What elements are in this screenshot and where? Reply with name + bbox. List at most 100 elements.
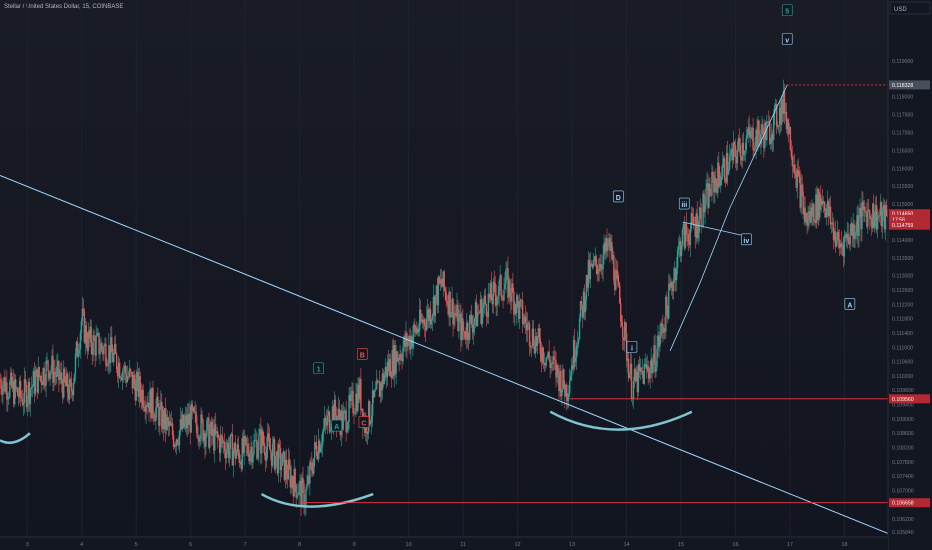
candle-body [652, 362, 654, 373]
candle-body [798, 170, 800, 178]
candle-body [131, 371, 134, 389]
candle-body [68, 379, 71, 400]
wave-path [669, 84, 788, 352]
candle-body [83, 310, 86, 343]
candle-body [525, 323, 528, 331]
candle-body [826, 201, 829, 208]
candle-body [326, 415, 329, 426]
candle-body [100, 343, 102, 352]
candle-body [429, 309, 432, 325]
candle-body [352, 391, 354, 414]
candle-body [354, 411, 356, 414]
candle-body [69, 379, 72, 383]
candle-body [14, 379, 17, 390]
candle-body [144, 408, 146, 413]
candle-body [229, 434, 232, 449]
candle-body [186, 414, 188, 429]
candle-body [176, 439, 179, 444]
candle-body [543, 362, 545, 364]
candle-body [424, 326, 427, 331]
candle-body [697, 232, 699, 239]
price-tick: 0.111400 [892, 331, 913, 337]
label-B: B [360, 352, 365, 359]
candle-body [459, 313, 461, 317]
time-tick: 11 [460, 542, 466, 548]
candle-body [43, 368, 45, 384]
candle-body [70, 382, 73, 392]
candle-body [828, 206, 831, 217]
candle-body [377, 381, 380, 383]
candle-body [666, 296, 668, 308]
candle-body [102, 348, 104, 355]
candle-body [555, 360, 557, 378]
candle-body [794, 171, 796, 174]
candle-body [807, 218, 809, 226]
candle-body [501, 295, 503, 299]
candle-body [561, 389, 563, 397]
price-tick: 0.114000 [892, 238, 913, 244]
candle-body [659, 336, 661, 347]
candle-body [437, 276, 440, 306]
candle-body [77, 353, 80, 357]
candle-body [34, 376, 37, 394]
candle-body [534, 336, 537, 354]
candle-body [388, 359, 391, 372]
candle-body [322, 427, 325, 433]
candle-body [684, 223, 687, 248]
candle-body [462, 318, 464, 332]
candle-body [351, 391, 353, 394]
candle-body [281, 453, 284, 466]
candle-body [849, 232, 851, 245]
candle-body [513, 292, 515, 315]
candle-body [572, 339, 575, 369]
candle-body [854, 235, 856, 240]
candle-body [835, 240, 838, 247]
candle-body [111, 337, 113, 353]
time-axis: 3 4 5 6 7 8 9 10 11 12 13 14 15 16 17 18 [0, 536, 888, 550]
candle-body [36, 369, 38, 393]
candle-body [523, 316, 526, 323]
candle-body [820, 194, 822, 205]
candle-body [706, 183, 708, 189]
time-tick: 13 [569, 542, 575, 548]
candle-body [574, 357, 577, 363]
candle-body [396, 351, 398, 362]
price-axis-bg [888, 0, 932, 550]
candle-body [201, 414, 203, 420]
candle-body [316, 445, 318, 457]
candle-body [189, 413, 191, 433]
candle-body [46, 360, 48, 362]
candle-body [682, 223, 685, 230]
candle-body [567, 395, 569, 401]
candle-body [609, 238, 611, 251]
candle-body [783, 90, 786, 114]
candle-body [187, 414, 189, 425]
candle-body [557, 364, 559, 374]
candle-body [847, 233, 849, 241]
candle-body [721, 177, 723, 181]
candle-body [319, 447, 322, 453]
candle-body [732, 142, 735, 161]
candle-body [542, 347, 544, 364]
candle-body [209, 432, 211, 448]
candle-body [668, 284, 670, 319]
candle-body [731, 149, 734, 161]
candle-body [805, 212, 807, 223]
candle-body [502, 298, 504, 301]
candle-body [817, 189, 819, 220]
candle-body [477, 312, 480, 314]
candle-body [300, 481, 302, 506]
candle-body [570, 365, 573, 376]
price-tick: 0.111800 [892, 317, 913, 323]
candle-body [119, 377, 122, 379]
candle-body [592, 259, 594, 268]
candle-body [265, 455, 267, 461]
candle-body [256, 439, 258, 459]
candle-body [96, 333, 98, 337]
candle-body [143, 406, 145, 409]
candle-body [667, 307, 669, 319]
candle-body [275, 451, 278, 457]
candle-body [359, 378, 361, 400]
